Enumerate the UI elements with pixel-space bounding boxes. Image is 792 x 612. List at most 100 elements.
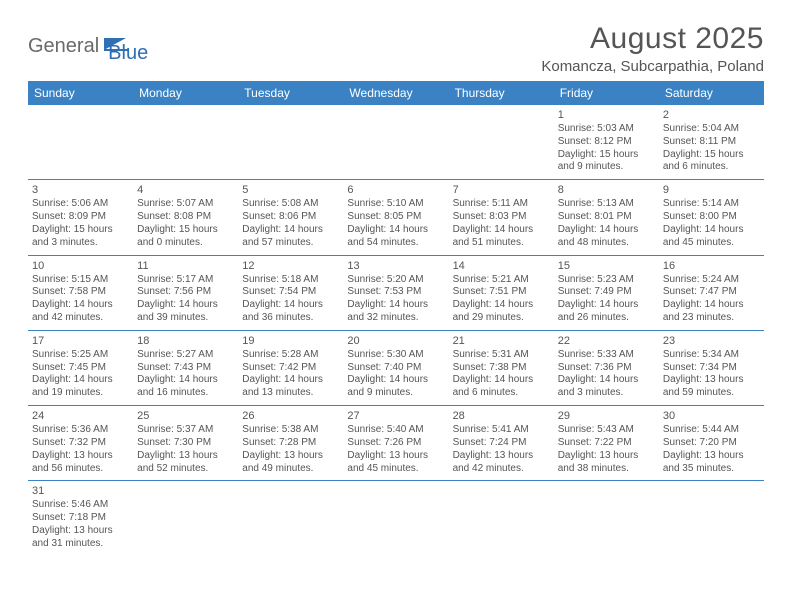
day-sunrise: Sunrise: 5:20 AM — [347, 274, 444, 287]
calendar-day-cell: 21Sunrise: 5:31 AMSunset: 7:38 PMDayligh… — [449, 330, 554, 405]
day-sunrise: Sunrise: 5:28 AM — [242, 349, 339, 362]
day-sunrise: Sunrise: 5:40 AM — [347, 424, 444, 437]
day-daylight2: and 32 minutes. — [347, 312, 444, 325]
day-sunrise: Sunrise: 5:44 AM — [663, 424, 760, 437]
day-daylight2: and 57 minutes. — [242, 237, 339, 250]
weekday-header: Sunday — [28, 81, 133, 105]
day-daylight1: Daylight: 13 hours — [663, 374, 760, 387]
day-daylight2: and 56 minutes. — [32, 463, 129, 476]
calendar-day-cell: 13Sunrise: 5:20 AMSunset: 7:53 PMDayligh… — [343, 255, 448, 330]
day-daylight1: Daylight: 15 hours — [558, 149, 655, 162]
calendar-empty-cell — [238, 105, 343, 180]
day-daylight1: Daylight: 14 hours — [347, 374, 444, 387]
calendar-day-cell: 1Sunrise: 5:03 AMSunset: 8:12 PMDaylight… — [554, 105, 659, 180]
day-daylight2: and 6 minutes. — [663, 161, 760, 174]
day-sunrise: Sunrise: 5:43 AM — [558, 424, 655, 437]
calendar-empty-cell — [449, 105, 554, 180]
calendar-day-cell: 14Sunrise: 5:21 AMSunset: 7:51 PMDayligh… — [449, 255, 554, 330]
day-daylight2: and 59 minutes. — [663, 387, 760, 400]
day-sunrise: Sunrise: 5:37 AM — [137, 424, 234, 437]
day-daylight2: and 42 minutes. — [453, 463, 550, 476]
day-sunset: Sunset: 8:05 PM — [347, 211, 444, 224]
day-daylight2: and 42 minutes. — [32, 312, 129, 325]
day-number: 15 — [558, 259, 655, 273]
day-number: 13 — [347, 259, 444, 273]
day-sunset: Sunset: 7:51 PM — [453, 286, 550, 299]
day-daylight1: Daylight: 13 hours — [347, 450, 444, 463]
day-sunrise: Sunrise: 5:06 AM — [32, 198, 129, 211]
calendar-week-row: 17Sunrise: 5:25 AMSunset: 7:45 PMDayligh… — [28, 330, 764, 405]
day-daylight1: Daylight: 14 hours — [347, 224, 444, 237]
day-daylight2: and 45 minutes. — [347, 463, 444, 476]
calendar-day-cell: 29Sunrise: 5:43 AMSunset: 7:22 PMDayligh… — [554, 406, 659, 481]
weekday-header: Saturday — [659, 81, 764, 105]
calendar-day-cell: 11Sunrise: 5:17 AMSunset: 7:56 PMDayligh… — [133, 255, 238, 330]
day-number: 2 — [663, 108, 760, 122]
page-root: General Blue August 2025 Komancza, Subca… — [0, 0, 792, 556]
day-daylight2: and 6 minutes. — [453, 387, 550, 400]
day-number: 19 — [242, 334, 339, 348]
day-daylight2: and 16 minutes. — [137, 387, 234, 400]
calendar-day-cell: 8Sunrise: 5:13 AMSunset: 8:01 PMDaylight… — [554, 180, 659, 255]
day-sunrise: Sunrise: 5:38 AM — [242, 424, 339, 437]
calendar-empty-cell — [133, 105, 238, 180]
day-sunrise: Sunrise: 5:14 AM — [663, 198, 760, 211]
calendar-day-cell: 19Sunrise: 5:28 AMSunset: 7:42 PMDayligh… — [238, 330, 343, 405]
day-sunset: Sunset: 7:30 PM — [137, 437, 234, 450]
day-number: 10 — [32, 259, 129, 273]
day-sunrise: Sunrise: 5:04 AM — [663, 123, 760, 136]
calendar-day-cell: 24Sunrise: 5:36 AMSunset: 7:32 PMDayligh… — [28, 406, 133, 481]
day-sunset: Sunset: 8:08 PM — [137, 211, 234, 224]
day-daylight2: and 3 minutes. — [32, 237, 129, 250]
calendar-day-cell: 7Sunrise: 5:11 AMSunset: 8:03 PMDaylight… — [449, 180, 554, 255]
day-sunset: Sunset: 7:32 PM — [32, 437, 129, 450]
calendar-day-cell: 18Sunrise: 5:27 AMSunset: 7:43 PMDayligh… — [133, 330, 238, 405]
day-daylight1: Daylight: 13 hours — [242, 450, 339, 463]
calendar-day-cell: 23Sunrise: 5:34 AMSunset: 7:34 PMDayligh… — [659, 330, 764, 405]
calendar-empty-cell — [343, 481, 448, 556]
calendar-empty-cell — [133, 481, 238, 556]
day-sunset: Sunset: 7:54 PM — [242, 286, 339, 299]
day-sunset: Sunset: 7:45 PM — [32, 362, 129, 375]
day-number: 23 — [663, 334, 760, 348]
weekday-header: Thursday — [449, 81, 554, 105]
calendar-empty-cell — [238, 481, 343, 556]
day-daylight2: and 9 minutes. — [558, 161, 655, 174]
day-number: 21 — [453, 334, 550, 348]
day-daylight1: Daylight: 15 hours — [32, 224, 129, 237]
calendar-day-cell: 4Sunrise: 5:07 AMSunset: 8:08 PMDaylight… — [133, 180, 238, 255]
calendar-day-cell: 17Sunrise: 5:25 AMSunset: 7:45 PMDayligh… — [28, 330, 133, 405]
day-number: 30 — [663, 409, 760, 423]
day-daylight2: and 9 minutes. — [347, 387, 444, 400]
day-sunset: Sunset: 7:36 PM — [558, 362, 655, 375]
day-daylight1: Daylight: 14 hours — [558, 224, 655, 237]
calendar-header: SundayMondayTuesdayWednesdayThursdayFrid… — [28, 81, 764, 105]
day-sunrise: Sunrise: 5:34 AM — [663, 349, 760, 362]
title-block: August 2025 Komancza, Subcarpathia, Pola… — [541, 22, 764, 75]
day-daylight2: and 13 minutes. — [242, 387, 339, 400]
day-daylight2: and 48 minutes. — [558, 237, 655, 250]
day-sunrise: Sunrise: 5:25 AM — [32, 349, 129, 362]
day-sunrise: Sunrise: 5:18 AM — [242, 274, 339, 287]
calendar-week-row: 10Sunrise: 5:15 AMSunset: 7:58 PMDayligh… — [28, 255, 764, 330]
day-number: 4 — [137, 183, 234, 197]
day-sunrise: Sunrise: 5:24 AM — [663, 274, 760, 287]
day-sunrise: Sunrise: 5:13 AM — [558, 198, 655, 211]
day-sunset: Sunset: 8:06 PM — [242, 211, 339, 224]
calendar-day-cell: 10Sunrise: 5:15 AMSunset: 7:58 PMDayligh… — [28, 255, 133, 330]
day-number: 11 — [137, 259, 234, 273]
day-daylight1: Daylight: 13 hours — [32, 525, 129, 538]
day-number: 22 — [558, 334, 655, 348]
day-sunset: Sunset: 7:26 PM — [347, 437, 444, 450]
day-daylight2: and 19 minutes. — [32, 387, 129, 400]
calendar-day-cell: 9Sunrise: 5:14 AMSunset: 8:00 PMDaylight… — [659, 180, 764, 255]
day-daylight1: Daylight: 14 hours — [242, 374, 339, 387]
day-number: 25 — [137, 409, 234, 423]
calendar-empty-cell — [554, 481, 659, 556]
day-daylight2: and 35 minutes. — [663, 463, 760, 476]
weekday-header: Monday — [133, 81, 238, 105]
day-sunset: Sunset: 7:22 PM — [558, 437, 655, 450]
day-sunset: Sunset: 7:47 PM — [663, 286, 760, 299]
day-number: 1 — [558, 108, 655, 122]
weekday-header: Friday — [554, 81, 659, 105]
